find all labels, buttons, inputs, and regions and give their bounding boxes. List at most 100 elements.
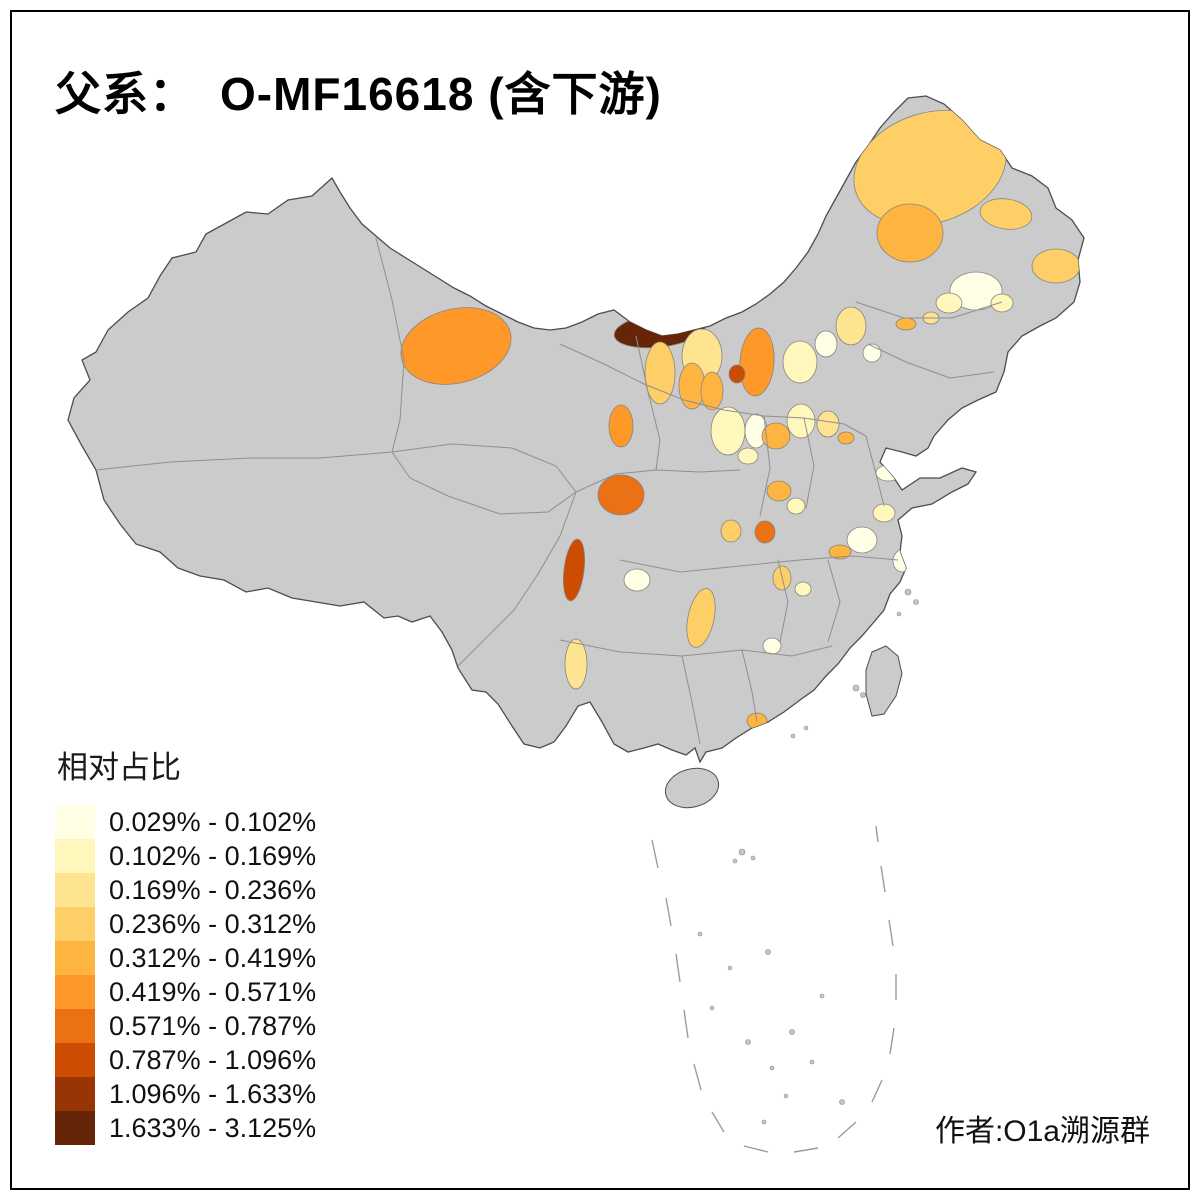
map-region [710,406,746,456]
legend-swatch [55,873,95,907]
legend-swatch [55,805,95,839]
legend-row: 0.419% - 0.571% [55,975,316,1009]
hainan-island [664,767,720,809]
legend-class-label: 0.312% - 0.419% [109,942,317,973]
map-region [990,293,1014,313]
south-china-sea-dash-line [651,825,897,1153]
map-region [562,538,586,602]
sea-dash [683,1009,689,1039]
sea-dash [888,919,894,947]
map-region [737,447,759,465]
map-region [564,638,588,690]
legend-class-label: 1.633% - 3.125% [109,1112,317,1143]
taiwan-island [865,645,903,717]
map-region [762,637,782,655]
map-region [720,519,742,543]
sea-dash [651,839,659,869]
sea-dash [880,865,886,893]
legend-class-label: 0.029% - 0.102% [109,806,317,837]
legend-class-label: 0.236% - 0.312% [109,908,317,939]
province-border-line [619,555,899,573]
legend-class-label: 0.102% - 0.169% [109,840,317,871]
islet [809,1059,815,1065]
islet [803,725,809,731]
islet [789,1029,795,1035]
china-mainland-outline [67,95,1085,764]
legend-row: 0.169% - 0.236% [55,873,316,907]
sea-dash [875,825,879,843]
legend-class-label: 1.096% - 1.633% [109,1078,317,1109]
legend-row: 0.029% - 0.102% [55,805,316,839]
legend-row: 0.312% - 0.419% [55,941,316,975]
page-title: 父系： O-MF16618 (含下游) [55,68,662,120]
map-region [400,307,512,385]
small-islands [697,588,919,1125]
map-region [816,410,840,438]
legend: 相对占比 0.029% - 0.102% 0.102% - 0.169% 0.169… [55,742,316,1145]
sea-dash [675,953,681,983]
province-border-line [867,343,995,379]
map-region [786,497,806,515]
map-region [835,306,867,346]
map-region [875,464,901,482]
islet [738,848,746,856]
legend-swatch [55,839,95,873]
legend-class-label: 0.169% - 0.236% [109,874,317,905]
map-region [761,422,791,450]
map-region [623,568,651,592]
province-border-line [559,639,833,657]
legend-swatch [55,1111,95,1145]
map-region [895,317,917,331]
map-region [1031,248,1081,284]
islet [761,1119,767,1125]
legend-swatch [55,1077,95,1111]
map-region [739,327,775,397]
sea-dash [793,1147,819,1153]
map-region [876,203,944,263]
islet [769,1065,775,1071]
islet [860,692,866,698]
legend-class-label: 0.571% - 0.787% [109,1010,317,1041]
legend-title: 相对占比 [57,750,181,785]
islet [839,1099,845,1105]
legend-row: 1.096% - 1.633% [55,1077,316,1111]
map-region [814,330,838,358]
map-region [837,431,855,445]
legend-swatch [55,1043,95,1077]
map-region [754,520,776,544]
legend-row: 0.236% - 0.312% [55,907,316,941]
map-region [700,371,724,411]
islet [727,965,733,971]
islet [896,611,902,617]
legend-swatch [55,1009,95,1043]
legend-swatch [55,941,95,975]
map-region [979,198,1033,230]
province-borders [95,237,1003,745]
map-region [782,340,818,384]
legend-class-label: 0.419% - 0.571% [109,976,317,1007]
map-region [846,526,878,554]
sea-dash [871,1079,883,1103]
map-region [766,480,792,502]
legend-row: 0.787% - 1.096% [55,1043,316,1077]
province-border-line [559,343,867,437]
islet [819,993,825,999]
islet [745,1039,751,1045]
map-region [728,364,746,384]
map-region [828,544,852,560]
map-region [892,549,912,573]
legend-row: 0.102% - 0.169% [55,839,316,873]
legend-swatch [55,975,95,1009]
map-region [935,292,963,314]
province-border-line [95,451,393,471]
islet [852,684,860,692]
author-credit: 作者:O1a溯源群 [934,1115,1150,1148]
sea-dash [743,1145,769,1153]
legend-class-label: 0.787% - 1.096% [109,1044,317,1075]
legend-swatch [55,907,95,941]
province-border-line [827,559,841,643]
map-region [786,403,816,439]
map-region [794,581,812,597]
province-border-line [375,237,405,453]
